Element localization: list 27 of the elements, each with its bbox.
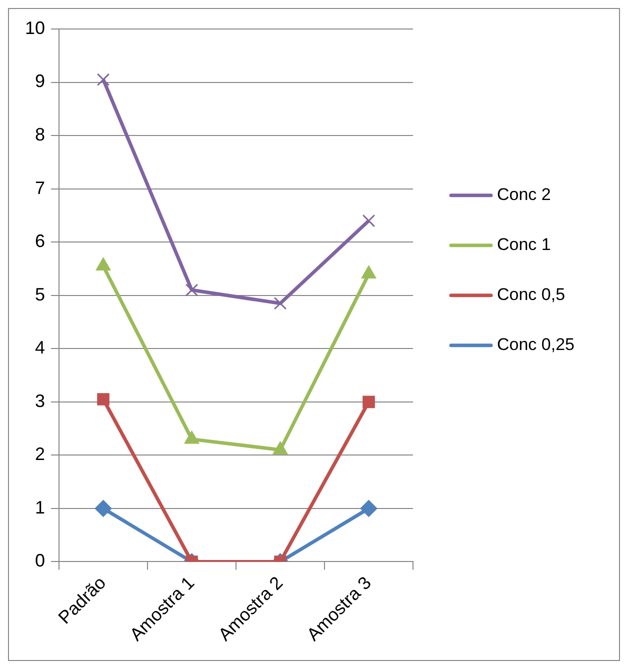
point xyxy=(274,296,287,310)
legend-label: Conc 2 xyxy=(497,185,551,204)
point xyxy=(362,214,376,228)
point xyxy=(96,73,110,86)
y-tick-label: 6 xyxy=(35,231,46,252)
y-tick-label: 5 xyxy=(35,284,46,304)
y-tick-label: 1 xyxy=(35,497,46,518)
point xyxy=(272,441,288,454)
point xyxy=(185,284,198,296)
y-tick-label: 9 xyxy=(35,71,46,92)
y-tick-label: 8 xyxy=(35,124,46,145)
point xyxy=(97,393,110,406)
point xyxy=(361,266,376,279)
y-tick-label: 3 xyxy=(35,390,46,411)
y-tick-label: 4 xyxy=(35,338,46,358)
y-tick-label: 10 xyxy=(24,18,46,38)
legend-label: Conc 0,5 xyxy=(497,285,566,304)
y-tick-label: 7 xyxy=(35,178,46,198)
point xyxy=(360,500,378,517)
point xyxy=(96,258,111,271)
point xyxy=(184,430,200,444)
legend-label: Conc 1 xyxy=(497,235,551,254)
y-tick-label: 2 xyxy=(35,444,46,464)
point xyxy=(362,396,375,408)
y-tick-label: 0 xyxy=(35,550,46,571)
legend-label: Conc 0,25 xyxy=(497,335,574,354)
point xyxy=(94,500,112,517)
